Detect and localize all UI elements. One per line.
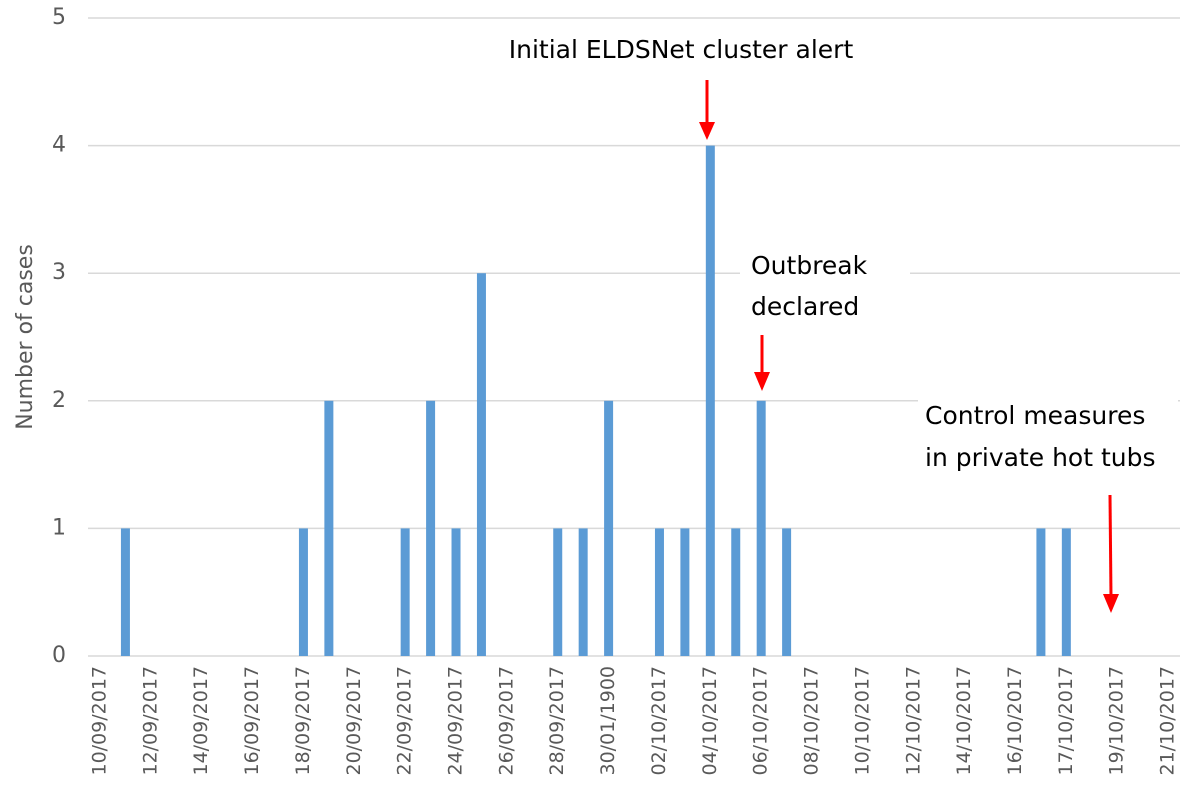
x-tick-label: 16/09/2017 [241,666,263,776]
arrow-head [699,122,715,140]
bar [705,145,715,656]
annotation: in private hot tubs [925,443,1156,472]
y-tick-label: 0 [52,643,66,668]
bar [1061,528,1071,656]
y-tick-label: 1 [52,515,66,540]
x-tick-label: 10/10/2017 [851,666,873,776]
x-tick-label: 24/09/2017 [445,666,467,776]
bar [324,400,334,656]
bar [680,528,690,656]
y-tick-label: 4 [52,133,66,158]
x-tick-label: 12/10/2017 [902,666,924,776]
x-tick-label: 18/09/2017 [292,666,314,776]
y-tick-label: 5 [52,5,66,30]
bar [451,528,461,656]
x-tick-label: 02/10/2017 [648,666,670,776]
bar [476,273,486,656]
x-tick-label: 26/09/2017 [495,666,517,776]
x-tick-label: 28/09/2017 [546,666,568,776]
x-tick-label: 14/09/2017 [190,666,212,776]
y-tick-label: 3 [52,260,66,285]
annotation: declared [751,292,859,321]
bar [298,528,308,656]
bar [400,528,410,656]
annotation: Outbreak [751,251,868,280]
y-tick-label: 2 [52,388,66,413]
x-tick-label: 10/09/2017 [89,666,111,776]
x-tick-label: 21/10/2017 [1157,666,1179,776]
x-tick-label: 06/10/2017 [750,666,772,776]
arrow [1108,494,1113,598]
arrow-head [1103,594,1119,613]
x-tick-label: 30/01/1900 [597,666,619,776]
bar [1036,528,1046,656]
bar [782,528,792,656]
x-tick-label: 14/10/2017 [953,666,975,776]
bar [756,400,766,656]
bar [578,528,588,656]
bar [120,528,130,656]
x-tick-label: 17/10/2017 [1055,666,1077,776]
annotation-bg [918,392,1178,472]
annotation-bg [740,242,910,327]
x-tick-label: 08/10/2017 [801,666,823,776]
x-tick-label: 19/10/2017 [1106,666,1128,776]
bar [604,400,614,656]
bar [731,528,741,656]
y-axis-label: Number of cases [13,244,38,430]
x-tick-label: 20/09/2017 [343,666,365,776]
bars [120,145,1071,656]
annotation: Initial ELDSNet cluster alert [509,35,854,64]
arrow-head [754,372,770,391]
bar [654,528,664,656]
annotation: Control measures [925,401,1145,430]
grid [88,17,1180,657]
x-tick-label: 22/09/2017 [394,666,416,776]
x-tick-label: 16/10/2017 [1004,666,1026,776]
x-tick-label: 04/10/2017 [699,666,721,776]
bar [426,400,436,656]
x-tick-label: 12/09/2017 [139,666,161,776]
bar [553,528,563,656]
annotation-bg [480,20,880,75]
